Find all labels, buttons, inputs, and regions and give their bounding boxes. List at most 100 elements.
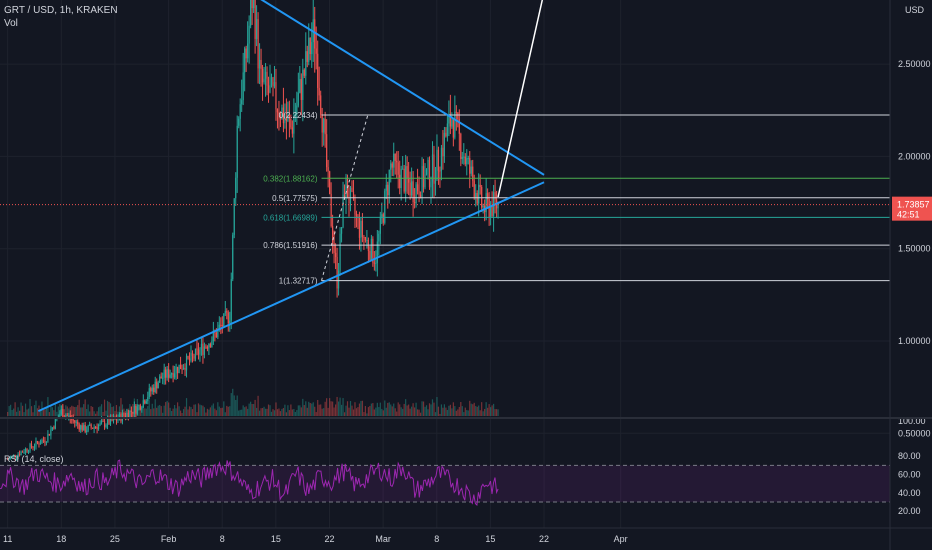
volume-bar — [235, 399, 237, 416]
candle-body — [324, 118, 326, 135]
candle-body — [54, 419, 56, 429]
candle-body — [254, 0, 256, 39]
candle-body — [424, 174, 426, 188]
volume-bar — [324, 401, 326, 416]
volume-bar — [100, 404, 103, 416]
candle-body — [145, 401, 147, 404]
volume-bar — [75, 406, 77, 416]
candle-body — [202, 343, 204, 355]
volume-bar — [287, 405, 289, 416]
volume-bar — [157, 405, 159, 416]
volume-bar — [74, 407, 76, 416]
trendlines[interactable]: 4.00000 — [37, 0, 640, 413]
volume-bar — [224, 412, 226, 416]
candle-body — [184, 367, 186, 371]
time-tick: Mar — [375, 534, 391, 544]
time-tick: Apr — [614, 534, 628, 544]
volume-bar — [221, 407, 223, 416]
volume-bar — [424, 406, 426, 416]
volume-bar — [336, 396, 338, 416]
volume-bar — [115, 405, 118, 416]
candle-body — [232, 234, 234, 280]
candle-body — [151, 387, 153, 392]
candle-body — [71, 418, 73, 420]
volume-bar — [402, 408, 404, 416]
volume-bar — [346, 401, 349, 416]
volume-bar — [326, 398, 328, 416]
candle-body — [86, 430, 88, 433]
candle-body — [185, 355, 188, 371]
candle-body — [443, 132, 446, 157]
candle-body — [33, 446, 36, 448]
fib-label: 0.5(1.77575) — [272, 194, 318, 203]
candle-body — [199, 349, 201, 355]
candle-body — [488, 199, 490, 218]
volume-bar — [30, 406, 33, 416]
volume-bar — [178, 406, 180, 416]
candle-body — [461, 157, 463, 160]
volume-bar — [95, 413, 97, 416]
time-tick: 22 — [324, 534, 334, 544]
volume-bar — [332, 401, 334, 416]
volume-bar — [105, 410, 107, 416]
volume-bar — [206, 408, 209, 416]
candle-body — [235, 177, 237, 199]
candle-body — [422, 166, 425, 188]
volume-bar — [147, 406, 149, 416]
volume-bar — [455, 410, 457, 416]
candle-body — [236, 125, 238, 178]
volume-bar — [288, 410, 290, 416]
volume-bar — [294, 412, 296, 416]
volume-bar — [354, 402, 356, 416]
price-tick: 0.50000 — [898, 428, 931, 438]
volume-bar — [18, 410, 21, 416]
volume-bar — [355, 408, 358, 416]
volume-bar — [174, 405, 176, 416]
fib-retracement[interactable]: 0(2.22434) 0.382(1.88162) 0.5(1.77575) 0.61… — [263, 111, 890, 286]
volume-bar — [393, 403, 395, 416]
candle-body — [238, 118, 240, 126]
candle-body — [349, 187, 352, 204]
volume-bar — [302, 398, 304, 416]
candle-body — [384, 190, 386, 223]
candle-body — [297, 92, 299, 106]
volume-bar — [244, 407, 246, 416]
volume-bar — [218, 406, 220, 416]
candle-body — [97, 424, 100, 430]
candle-body — [39, 443, 42, 445]
volume-bar — [54, 403, 56, 416]
candle-body — [329, 171, 331, 194]
volume-bar — [454, 406, 456, 416]
volume-bar — [333, 407, 335, 416]
candle-body — [343, 194, 346, 199]
volume-bar — [491, 405, 493, 416]
volume-bar — [373, 409, 375, 416]
volume-bar — [334, 404, 337, 416]
volume-bar — [267, 404, 270, 416]
volume-bar — [481, 402, 483, 416]
volume-bar — [7, 411, 9, 416]
volume-bar — [230, 393, 232, 416]
volume-bar — [132, 404, 134, 416]
volume-bar — [445, 407, 447, 416]
candle-body — [326, 134, 328, 168]
volume-bar — [434, 412, 437, 416]
volume-bar — [266, 408, 268, 416]
candle-body — [327, 167, 329, 172]
candle-body — [487, 193, 489, 200]
price-tick: 2.00000 — [898, 151, 931, 161]
volume-bar — [442, 407, 444, 416]
volume-bar — [421, 401, 423, 416]
candle-body — [336, 257, 338, 289]
candle-body — [431, 154, 434, 182]
candle-body — [452, 119, 454, 138]
volume-bar — [379, 402, 381, 416]
candle-body — [394, 153, 396, 161]
volume-bar — [376, 402, 378, 416]
candle-body — [385, 184, 387, 191]
candle-body — [378, 233, 380, 242]
volume-bar — [381, 408, 383, 416]
volume-bar — [469, 400, 471, 416]
